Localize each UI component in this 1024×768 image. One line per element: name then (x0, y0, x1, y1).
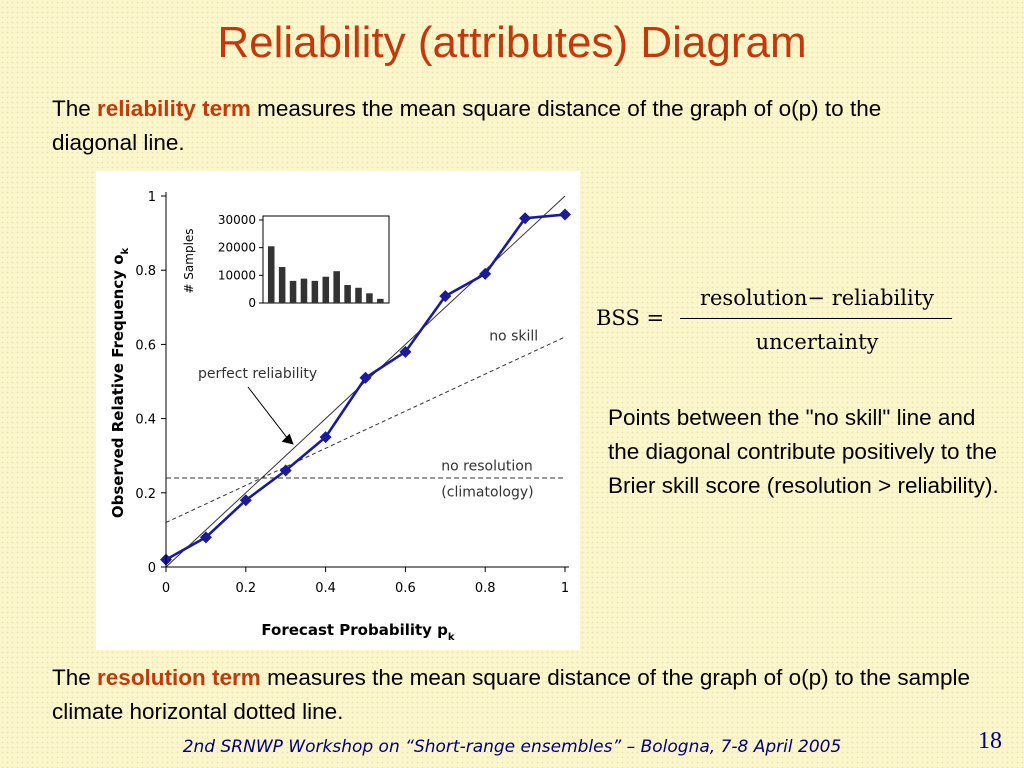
data-point-marker (519, 212, 532, 225)
reliability-term-text: The reliability term measures the mean s… (52, 92, 972, 160)
inset-bar (344, 285, 351, 303)
climatology-label: (climatology) (441, 485, 533, 501)
inset-y-tick-label: 0 (248, 296, 256, 310)
perfect-reliability-label: perfect reliability (198, 366, 317, 382)
bottom-text-post: measures the mean square distance of the… (52, 665, 970, 724)
inset-bar (311, 280, 319, 303)
x-tick-label: 1 (561, 581, 569, 596)
inset-bar (322, 276, 330, 303)
data-point-marker (199, 531, 212, 544)
data-point-marker (479, 267, 492, 280)
y-tick-label: 1 (148, 190, 156, 205)
axes-group: 0 0.2 0.4 0.6 0.8 1 0 0.2 0.4 0.6 0.8 1 Forecast Pro… (109, 190, 569, 643)
y-tick-label: 0 (148, 561, 156, 576)
no-skill-line (165, 336, 566, 523)
inset-y-tick-label: 20000 (218, 241, 256, 255)
inset-y-tick-label: 10000 (218, 268, 256, 282)
x-tick-label: 0 (162, 581, 170, 596)
inset-histogram: 0 10000 20000 30000 # Samples (182, 213, 390, 310)
y-tick-label: 0.4 (135, 413, 156, 428)
no-resolution-label: no resolution (441, 459, 532, 475)
y-tick-label: 0.8 (135, 264, 156, 279)
series-group (160, 208, 571, 566)
formula-numerator: resolution− reliability (699, 286, 935, 310)
x-tick-label: 0.6 (395, 581, 416, 596)
resolution-term-text: The resolution term measures the mean sq… (52, 661, 972, 729)
inset-bar (267, 246, 275, 303)
annotation-labels: no skill no resolution (climatology) perfec… (198, 329, 538, 501)
data-point-marker (319, 431, 332, 444)
fraction-bar (680, 318, 952, 319)
data-point-marker (399, 345, 412, 358)
y-axis-title: Observed Relative Frequency ok (109, 247, 131, 518)
inset-bar (377, 298, 384, 303)
data-point-marker (439, 290, 452, 303)
inset-y-tick-label: 30000 (218, 213, 256, 227)
formula-denominator: uncertainty (755, 330, 879, 354)
data-point-marker (279, 464, 292, 477)
data-point-marker (359, 371, 372, 384)
inset-bar (366, 293, 373, 303)
no-skill-label: no skill (489, 329, 538, 345)
slide-title: Reliability (attributes) Diagram (217, 18, 807, 67)
y-tick-label: 0.6 (135, 338, 156, 353)
resolution-term-highlight: resolution term (97, 665, 261, 690)
top-text-pre: The (52, 96, 98, 121)
bss-formula: BSS = resolution− reliability uncertaint… (596, 280, 956, 360)
inset-bar (278, 267, 286, 303)
page-number: 18 (978, 728, 1002, 754)
bottom-text-pre: The (52, 665, 98, 690)
annotation-arrow-head (281, 433, 294, 445)
x-tick-label: 0.4 (315, 581, 336, 596)
data-point-marker (239, 494, 252, 507)
top-text-post: measures the mean square distance of the… (52, 96, 882, 155)
inset-bar (289, 280, 297, 303)
chart-canvas: 0 10000 20000 30000 # Samples 0 0.2 0.4 0.6 0.8 1… (109, 190, 571, 643)
x-tick-label: 0.2 (235, 581, 256, 596)
footer-text: 2nd SRNWP Workshop on “Short-range ensem… (182, 737, 842, 757)
reliability-chart: 0 10000 20000 30000 # Samples 0 0.2 0.4 0.6 0.8 1… (96, 171, 580, 650)
x-tick-label: 0.8 (475, 581, 496, 596)
data-point-marker (559, 208, 571, 221)
inset-bar (333, 271, 340, 303)
y-tick-label: 0.2 (135, 487, 156, 502)
formula-lhs: BSS = (596, 306, 665, 330)
annotation-arrow-shaft (247, 386, 289, 439)
inset-bar (300, 278, 308, 303)
no-skill-note: Points between the "no skill" line and t… (608, 405, 999, 498)
inset-bar (355, 287, 362, 303)
x-axis-title: Forecast Probability pk (261, 621, 454, 643)
inset-y-axis-title: # Samples (182, 228, 196, 293)
reliability-term-highlight: reliability term (97, 96, 251, 121)
